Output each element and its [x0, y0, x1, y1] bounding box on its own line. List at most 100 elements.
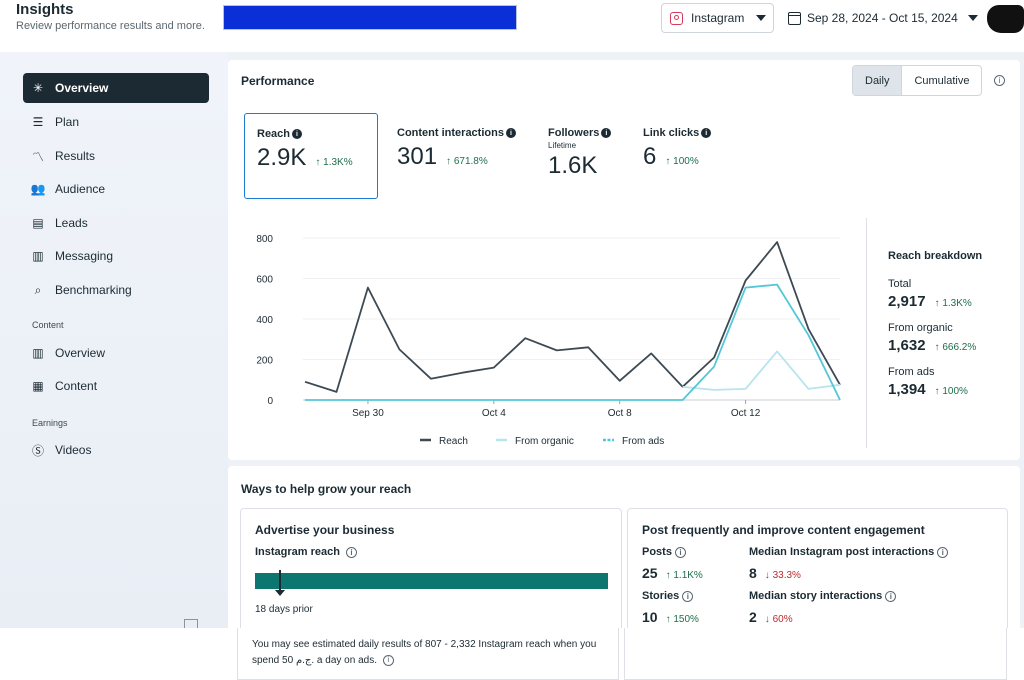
sidebar: ✳ Overview ☰ Plan 〽 Results 👥 Audience ▤… [0, 52, 228, 629]
series-line-from-organic [682, 350, 841, 391]
section-label-earnings: Earnings [32, 418, 68, 428]
sidebar-item-overview[interactable]: ✳ Overview [23, 73, 209, 103]
stat-label-row: Median story interactions i [749, 590, 897, 602]
estimate-text-row: You may see estimated daily results of 8… [252, 637, 612, 669]
advertise-title: Advertise your business [255, 523, 395, 537]
estimate-text: You may see estimated daily results of 8… [252, 639, 597, 666]
sidebar-item-label: Overview [55, 346, 106, 360]
legend-label-from-organic: From organic [515, 436, 574, 447]
stat-delta: ↑ 1.1K% [665, 570, 703, 581]
info-icon[interactable]: i [675, 546, 687, 558]
sidebar-item-label: Content [55, 379, 98, 393]
metric-delta: ↑ 1.3K% [315, 157, 353, 168]
stat-value: 25 [642, 565, 658, 581]
platform-selector[interactable]: Instagram [661, 3, 774, 33]
breakdown-label: Total [888, 278, 912, 290]
benchmarking-icon: ⌕ [34, 282, 42, 297]
stat-label-row: Median Instagram post interactions i [749, 546, 949, 558]
info-icon[interactable]: i [682, 590, 694, 602]
info-icon[interactable]: i [885, 590, 897, 602]
x-tick-label: Oct 4 [482, 408, 506, 419]
avatar[interactable] [987, 5, 1024, 33]
sidebar-item-content-overview[interactable]: ▥ Overview [23, 338, 209, 368]
metric-content-interactions[interactable]: Content interactions i 301 ↑ 671.8% [385, 113, 535, 199]
breakdown-label: From organic [888, 322, 953, 334]
info-icon[interactable]: i [994, 75, 1005, 86]
sidebar-item-label: Overview [55, 81, 109, 95]
y-tick-label: 600 [256, 275, 273, 286]
y-tick-label: 800 [256, 234, 273, 245]
sidebar-item-label: Videos [55, 443, 92, 457]
x-tick-label: Oct 12 [731, 408, 761, 419]
stat-label-row: Posts i [642, 546, 687, 558]
series-line-from-ads [305, 283, 841, 401]
stat-row: 8 ↓ 33.3% [749, 565, 801, 581]
days-prior-label: 18 days prior [255, 604, 313, 615]
y-tick-label: 0 [267, 396, 273, 407]
metric-value: 301 [397, 143, 438, 170]
sidebar-item-results[interactable]: 〽 Results [23, 141, 209, 171]
stat-label: Stories [642, 590, 680, 602]
sidebar-item-audience[interactable]: 👥 Audience [23, 174, 209, 204]
metric-sublabel: Lifetime [548, 141, 577, 150]
info-icon[interactable]: i [937, 546, 949, 558]
stat-label: Posts [642, 546, 672, 558]
overview-icon: ✳ [32, 81, 44, 95]
metric-link-clicks[interactable]: Link clicks i 6 ↑ 100% [631, 113, 741, 199]
legend-label-from-ads: From ads [622, 436, 664, 447]
performance-title: Performance [241, 74, 315, 88]
sidebar-item-messaging[interactable]: ▥ Messaging [23, 241, 209, 271]
metric-value: 2.9K [257, 144, 307, 171]
info-icon[interactable]: i [505, 128, 516, 139]
sidebar-item-videos[interactable]: Ⓢ Videos [23, 435, 209, 465]
stat-value: 8 [749, 565, 757, 581]
breakdown-label: From ads [888, 366, 935, 378]
x-tick-label: Sep 30 [352, 408, 384, 419]
stat-value: 10 [642, 609, 658, 625]
info-icon[interactable]: i [701, 128, 712, 139]
daily-toggle-button[interactable]: Daily [853, 66, 903, 95]
chevron-down-icon [967, 15, 978, 21]
bar-marker [279, 570, 281, 590]
stat-label-row: Stories i [642, 590, 694, 602]
reach-line-chart: 0 200 400 600 800 Sep 30 Oct 4 Oct 8 Oct 12 Reach… [256, 234, 841, 447]
content-grid-icon: ▦ [32, 379, 44, 393]
breakdown-value: 1,394 [888, 381, 926, 398]
chevron-down-icon [756, 15, 767, 21]
metric-value: 6 [643, 143, 657, 170]
reach-breakdown: Reach breakdown Total 2,917 ↑ 1.3K% From… [866, 218, 1016, 448]
cumulative-toggle-button[interactable]: Cumulative [914, 74, 970, 87]
sidebar-item-label: Messaging [55, 249, 114, 263]
date-range-picker[interactable]: Sep 28, 2024 - Oct 15, 2024 [788, 8, 978, 28]
sidebar-item-leads[interactable]: ▤ Leads [23, 208, 209, 238]
sidebar-item-plan[interactable]: ☰ Plan [23, 107, 209, 137]
metric-reach[interactable]: Reach i 2.9K ↑ 1.3K% [244, 113, 378, 199]
metric-followers[interactable]: Followers i Lifetime 1.6K [536, 113, 631, 199]
stat-label: Median Instagram post interactions [749, 546, 935, 558]
stat-label: Median story interactions [749, 590, 883, 602]
breakdown-delta: ↑ 1.3K% [934, 298, 972, 309]
sidebar-item-label: Plan [55, 115, 80, 129]
metric-label: Reach [257, 128, 291, 140]
metric-label: Followers [548, 127, 600, 139]
sidebar-item-label: Audience [55, 182, 106, 196]
stat-row: 2 ↓ 60% [749, 609, 793, 625]
sidebar-item-content[interactable]: ▦ Content [23, 371, 209, 401]
plan-icon: ☰ [32, 115, 44, 129]
page-subtitle: Review performance results and more. [16, 20, 205, 32]
sidebar-item-benchmarking[interactable]: ⌕ Benchmarking [23, 275, 209, 305]
leads-icon: ▤ [32, 216, 44, 230]
info-icon[interactable]: i [292, 129, 303, 140]
instagram-reach-label-row: Instagram reach i [255, 546, 358, 558]
results-icon: 〽 [31, 149, 44, 164]
marker-triangle-icon [275, 590, 285, 596]
page-header: Insights Review performance results and … [0, 0, 1024, 52]
redacted-search-bar[interactable] [223, 5, 517, 30]
y-tick-label: 200 [256, 356, 273, 367]
info-icon[interactable]: i [382, 654, 394, 666]
info-icon[interactable]: i [346, 546, 358, 558]
metric-delta: ↑ 671.8% [446, 156, 488, 167]
performance-card: Performance Daily Cumulative i Reach i 2.… [228, 60, 1020, 460]
info-icon[interactable]: i [601, 128, 612, 139]
instagram-icon [670, 11, 683, 25]
